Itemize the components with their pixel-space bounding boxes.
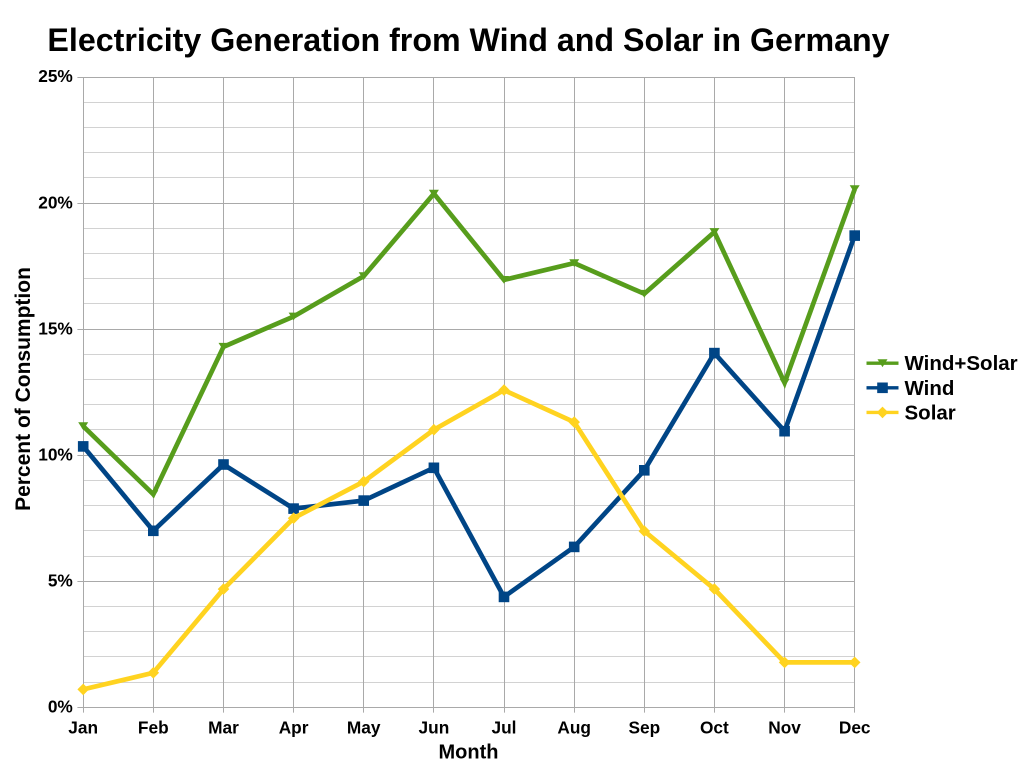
svg-text:5%: 5%: [48, 570, 73, 590]
svg-text:Jun: Jun: [419, 718, 450, 738]
svg-text:Wind: Wind: [905, 377, 955, 400]
svg-text:Feb: Feb: [138, 718, 169, 738]
svg-text:25%: 25%: [38, 66, 73, 86]
svg-text:Oct: Oct: [700, 718, 729, 738]
svg-text:Mar: Mar: [208, 718, 239, 738]
svg-text:Solar: Solar: [905, 401, 956, 424]
svg-text:15%: 15%: [38, 318, 73, 338]
svg-text:Apr: Apr: [279, 718, 309, 738]
svg-text:Wind+Solar: Wind+Solar: [905, 352, 1018, 375]
svg-text:Jan: Jan: [68, 718, 98, 738]
svg-text:Aug: Aug: [557, 718, 591, 738]
svg-text:Jul: Jul: [492, 718, 517, 738]
svg-text:Nov: Nov: [768, 718, 801, 738]
svg-text:20%: 20%: [38, 192, 73, 212]
svg-text:Month: Month: [439, 741, 499, 763]
svg-text:10%: 10%: [38, 444, 73, 464]
svg-text:Dec: Dec: [839, 718, 871, 738]
svg-text:Electricity Generation from Wi: Electricity Generation from Wind and Sol…: [47, 22, 889, 58]
svg-text:0%: 0%: [48, 697, 73, 717]
svg-text:Percent of Consumption: Percent of Consumption: [12, 267, 35, 511]
svg-text:Sep: Sep: [628, 718, 660, 738]
svg-text:May: May: [347, 718, 381, 738]
